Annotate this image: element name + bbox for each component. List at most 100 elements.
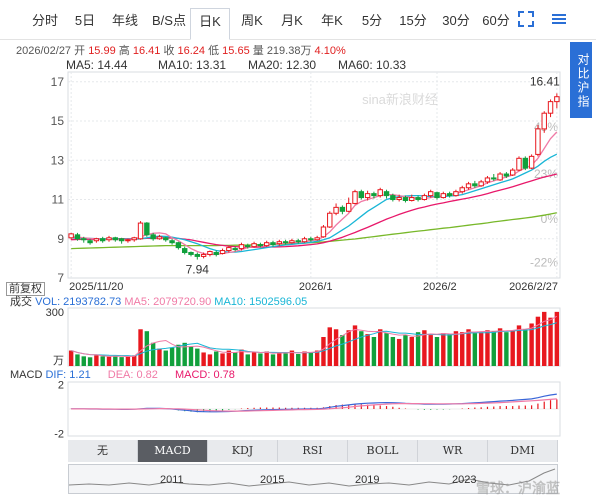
info-volume-label: 量	[252, 45, 264, 57]
price-tick-label: 9	[57, 232, 64, 246]
timeline-navigator[interactable]	[68, 464, 558, 494]
indicator-tab-rsi[interactable]: RSI	[278, 440, 348, 462]
macd-header: MACD DIF: 1.21 DEA: 0.82 MACD: 0.78	[10, 369, 235, 381]
price-pane-frame	[67, 71, 561, 279]
volume-bar	[106, 356, 112, 366]
volume-bar	[258, 353, 263, 366]
tab-11[interactable]: 60分	[482, 13, 510, 28]
tab-3[interactable]: B/S点	[152, 13, 186, 28]
tab-0[interactable]: 分时	[31, 13, 58, 28]
candle-body	[144, 222, 150, 236]
candle-body	[87, 240, 93, 244]
volume-bar	[87, 357, 93, 366]
tab-4[interactable]: 日K	[190, 8, 230, 40]
candle-body	[156, 236, 163, 240]
price-tick-label: 15	[51, 114, 65, 128]
period-tabs: 分时 5日 年线 B/S点 日K 周K 月K 年K 5分 15分 30分 60分	[0, 0, 596, 40]
menu-icon[interactable]	[552, 14, 566, 24]
candle-body	[390, 195, 396, 201]
price-tick-label: 7	[57, 271, 64, 285]
info-low-label: 低	[208, 45, 220, 57]
volume-bar	[428, 335, 433, 366]
volume-bar	[340, 335, 345, 366]
volume-bar	[415, 332, 421, 366]
volume-label: 成交	[10, 296, 32, 308]
candle-body	[402, 197, 409, 202]
candle-body	[232, 248, 238, 251]
indicator-tab-无[interactable]: 无	[68, 440, 138, 462]
candle-body	[207, 251, 213, 255]
candle-body	[245, 245, 251, 248]
volume-bar	[289, 350, 295, 366]
volume-bar	[220, 353, 225, 366]
vol-ma10: MA10: 1502596.05	[214, 296, 308, 308]
volume-bar	[352, 325, 358, 366]
volume-bar	[554, 311, 560, 366]
tab-5[interactable]: 周K	[241, 13, 263, 28]
vol-ma5-line	[71, 315, 558, 358]
volume-header: 成交 VOL: 2193782.73 MA5: 2079720.90 MA10:…	[10, 293, 307, 309]
date-tick-label: 2025/11/20	[69, 281, 123, 293]
fullscreen-icon[interactable]	[518, 11, 534, 27]
volume-bar	[125, 356, 131, 366]
volume-bar	[302, 351, 307, 366]
candle-body	[465, 183, 472, 189]
tab-7[interactable]: 年K	[321, 13, 343, 28]
volume-bar	[296, 354, 301, 366]
macd-value: MACD: 0.78	[174, 369, 235, 381]
volume-bar	[390, 337, 396, 366]
candle-body	[377, 189, 383, 197]
info-high: 16.41	[132, 45, 161, 57]
candle-body	[131, 237, 137, 241]
vol-ma5: MA5: 2079720.90	[124, 296, 212, 308]
volume-bar	[81, 356, 86, 366]
timeline-label-2019: 2019	[355, 474, 380, 486]
candle-body	[371, 193, 377, 197]
volume-bar	[491, 331, 496, 366]
candle-body	[314, 237, 320, 241]
volume-bar	[504, 332, 509, 366]
candle-body	[415, 197, 421, 201]
candle-body	[541, 112, 547, 130]
ma5-legend: MA5: 14.44	[66, 58, 128, 72]
vol-value: VOL: 2193782.73	[35, 296, 122, 308]
timeline-label-2023: 2023	[452, 474, 477, 486]
candle-body	[226, 247, 232, 252]
volume-bar	[283, 353, 288, 366]
price-tick-label: 17	[51, 75, 65, 89]
tab-2[interactable]: 年线	[111, 13, 138, 28]
compare-index-button[interactable]: 对比沪指	[570, 42, 592, 118]
volume-bar	[132, 355, 137, 366]
candle-body	[547, 101, 554, 114]
timeline-label-2011: 2011	[160, 474, 184, 486]
indicator-tab-wr[interactable]: WR	[418, 440, 488, 462]
volume-bar	[163, 350, 168, 366]
ohlc-info: 2026/02/27 开 15.99 高 16.41 收 16.24 低 15.…	[16, 42, 346, 58]
volume-bar	[270, 354, 276, 366]
pct-tick-label: 23%	[534, 167, 558, 181]
volume-bar	[68, 350, 74, 366]
candle-body	[200, 253, 207, 257]
tab-1[interactable]: 5日	[74, 13, 96, 28]
tab-6[interactable]: 月K	[281, 13, 303, 28]
indicator-tab-boll[interactable]: BOLL	[348, 440, 418, 462]
candle-body	[516, 157, 522, 171]
info-close-label: 收	[163, 45, 175, 57]
tab-9[interactable]: 15分	[399, 13, 427, 28]
volume-bar	[441, 333, 446, 366]
low-annotation: 7.94	[186, 263, 210, 277]
indicator-tab-kdj[interactable]: KDJ	[208, 440, 278, 462]
volume-bar	[516, 325, 522, 366]
indicator-tab-macd[interactable]: MACD	[138, 440, 208, 462]
volume-bar	[232, 352, 238, 366]
tab-10[interactable]: 30分	[442, 13, 470, 28]
tab-8[interactable]: 5分	[361, 13, 383, 28]
volume-bar	[447, 334, 452, 366]
ma5-line	[71, 131, 558, 256]
indicator-tab-dmi[interactable]: DMI	[488, 440, 558, 462]
date-tick-label: 2026/2	[423, 281, 457, 293]
volume-bar	[384, 333, 389, 366]
volume-bar	[201, 352, 206, 366]
candle-body	[301, 238, 308, 243]
candle-body	[345, 202, 352, 212]
